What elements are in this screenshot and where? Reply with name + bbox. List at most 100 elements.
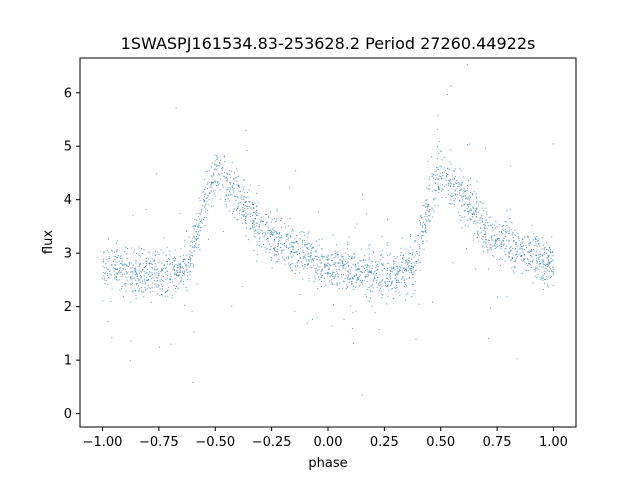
data-point <box>143 275 145 277</box>
data-point <box>334 262 336 264</box>
data-point <box>369 270 371 272</box>
data-point <box>526 263 528 265</box>
data-point <box>447 193 449 195</box>
data-point <box>358 265 360 267</box>
data-point <box>296 262 298 264</box>
data-point <box>428 210 430 212</box>
data-point <box>297 265 299 267</box>
data-point <box>247 213 249 215</box>
data-point <box>186 272 188 274</box>
data-point <box>161 269 163 271</box>
data-point <box>394 278 396 280</box>
data-point <box>378 285 380 287</box>
data-point <box>351 278 353 280</box>
data-point <box>293 252 295 254</box>
data-point <box>389 281 391 283</box>
data-point <box>307 246 309 248</box>
data-point <box>532 282 534 284</box>
data-point <box>402 254 404 256</box>
data-point <box>194 246 196 248</box>
data-point <box>179 280 181 282</box>
data-point <box>256 253 258 255</box>
data-point <box>252 203 254 205</box>
data-point <box>290 256 292 258</box>
data-point <box>493 228 495 230</box>
data-point <box>144 282 146 284</box>
data-point <box>160 270 162 272</box>
data-point <box>171 294 173 296</box>
data-point <box>406 261 408 263</box>
data-point <box>442 172 444 174</box>
data-point <box>402 255 404 257</box>
data-point <box>267 237 269 239</box>
data-point <box>126 273 128 275</box>
data-point <box>103 258 105 260</box>
data-point <box>313 281 315 283</box>
data-point <box>171 297 173 299</box>
data-point <box>450 85 452 87</box>
data-point <box>326 265 328 267</box>
data-point <box>171 262 173 264</box>
data-point <box>331 260 333 262</box>
data-point <box>211 175 213 177</box>
data-point <box>174 249 176 251</box>
data-point <box>468 196 470 198</box>
data-point <box>276 261 278 263</box>
data-point <box>543 274 545 276</box>
data-point <box>183 259 185 261</box>
data-point <box>448 180 450 182</box>
data-point <box>117 273 119 275</box>
data-point <box>428 178 430 180</box>
data-point <box>397 271 399 273</box>
data-point <box>320 280 322 282</box>
data-point <box>159 346 161 348</box>
data-point <box>291 252 293 254</box>
data-point <box>405 248 407 250</box>
data-point <box>257 229 259 231</box>
data-point <box>157 268 159 270</box>
data-point <box>513 266 515 268</box>
data-point <box>529 264 531 266</box>
data-point <box>169 254 171 256</box>
data-point <box>460 219 462 221</box>
data-point <box>418 259 420 261</box>
data-point <box>164 268 166 270</box>
data-point <box>278 232 280 234</box>
data-point <box>318 269 320 271</box>
data-point <box>126 279 128 281</box>
data-point <box>482 236 484 238</box>
data-point <box>369 265 371 267</box>
data-point <box>327 262 329 264</box>
data-point <box>351 257 353 259</box>
data-point <box>428 176 430 178</box>
data-point <box>472 194 474 196</box>
data-point <box>160 278 162 280</box>
data-point <box>263 234 265 236</box>
data-point <box>219 178 221 180</box>
data-point <box>409 246 411 248</box>
data-point <box>253 235 255 237</box>
data-point <box>543 273 545 274</box>
data-point <box>177 275 179 277</box>
data-point <box>253 221 255 223</box>
data-point <box>499 244 501 246</box>
data-point <box>287 233 289 235</box>
data-point <box>119 262 121 264</box>
data-point <box>511 233 513 235</box>
data-point <box>242 214 244 216</box>
data-point <box>494 227 496 229</box>
data-point <box>536 251 538 253</box>
data-point <box>146 260 148 262</box>
data-point <box>137 266 139 268</box>
data-point <box>420 215 422 217</box>
data-point <box>209 186 211 188</box>
data-point <box>130 301 132 303</box>
data-point <box>270 229 272 231</box>
data-point <box>289 186 291 188</box>
data-point <box>219 189 221 191</box>
data-point <box>189 254 191 256</box>
data-point <box>165 279 167 281</box>
data-point <box>476 237 478 239</box>
data-point <box>487 239 489 241</box>
data-point <box>213 174 215 176</box>
